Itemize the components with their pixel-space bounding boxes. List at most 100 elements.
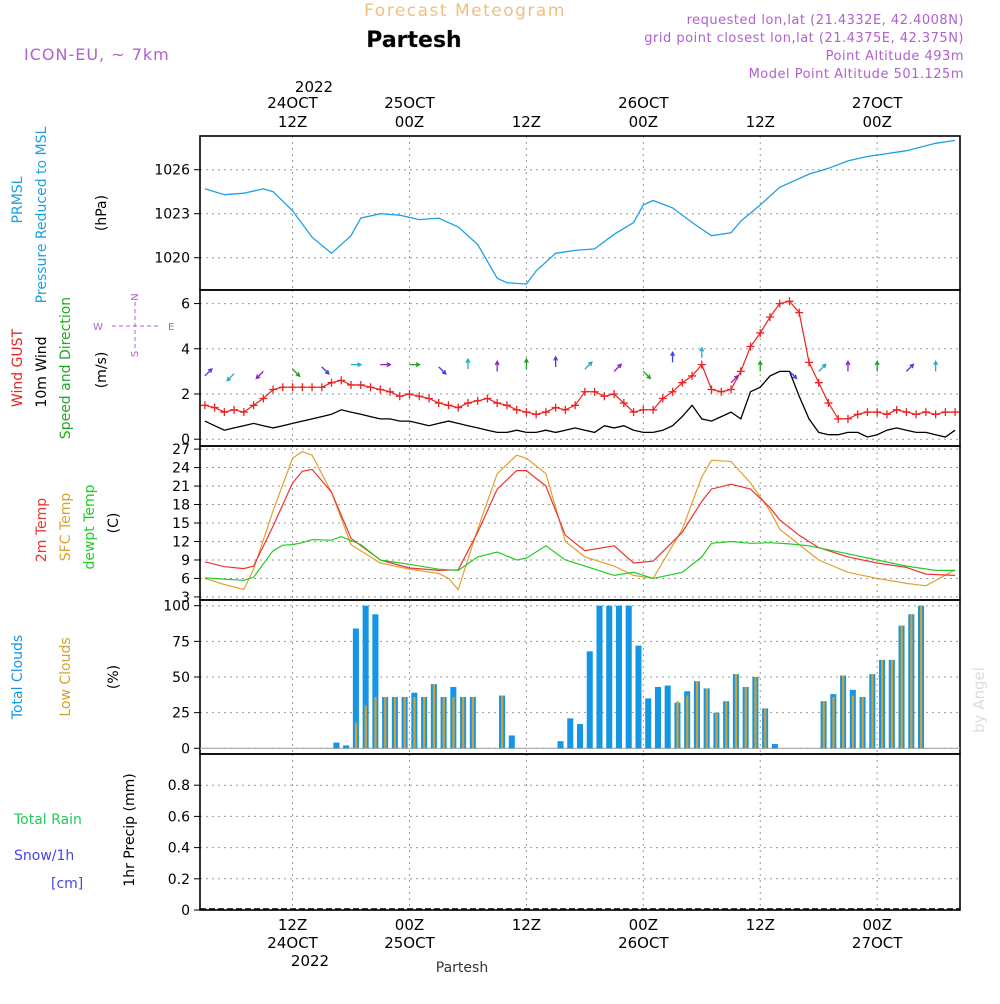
wind-arrow-head bbox=[821, 363, 827, 369]
wind-arrow bbox=[255, 370, 264, 379]
y-tick-label: 0.4 bbox=[168, 841, 190, 857]
top-date-label: 26OCT bbox=[618, 94, 669, 112]
total-cloud-bar bbox=[635, 645, 642, 749]
gust-marker bbox=[775, 299, 784, 308]
low-cloud-bar bbox=[452, 696, 455, 749]
gust-marker bbox=[804, 358, 813, 367]
wind-arrow-head bbox=[386, 362, 392, 368]
total-cloud-bar bbox=[654, 686, 661, 749]
wind-arrow-head bbox=[670, 350, 676, 357]
prmsl-label: PRMSL bbox=[10, 176, 26, 223]
bottom-hour-label: 00Z bbox=[395, 916, 424, 934]
gust-marker bbox=[561, 405, 570, 414]
precip-unit: 1hr Precip (mm) bbox=[122, 773, 138, 886]
gust-marker bbox=[434, 399, 443, 408]
top-hour-label: 00Z bbox=[629, 113, 658, 131]
top-hour-label: 00Z bbox=[862, 113, 891, 131]
y-tick-label: 100 bbox=[163, 599, 190, 615]
watermark: by Angel bbox=[970, 667, 988, 733]
wind-arrow-head bbox=[646, 374, 652, 380]
total-cloud-bar bbox=[362, 605, 369, 749]
low-cloud-bar bbox=[384, 696, 387, 749]
bottom-year-label: 2022 bbox=[291, 952, 329, 970]
bottom-date-label: 24OCT bbox=[267, 934, 318, 952]
top-hour-label: 12Z bbox=[278, 113, 307, 131]
gust-marker bbox=[795, 308, 804, 317]
low-cloud-bar bbox=[374, 696, 377, 749]
wind-arrow-head bbox=[494, 360, 500, 366]
y-tick-label: 0.6 bbox=[168, 809, 190, 825]
temp2m-line bbox=[204, 468, 956, 576]
gust-marker bbox=[717, 387, 726, 396]
low-cloud-bar bbox=[686, 695, 689, 749]
total-cloud-bar bbox=[576, 724, 584, 749]
wind-arrow bbox=[818, 363, 827, 372]
wind-arrow bbox=[292, 368, 301, 377]
gust-marker bbox=[658, 394, 667, 403]
wind-arrow bbox=[642, 370, 651, 379]
temp2m-label: 2m Temp bbox=[34, 498, 50, 562]
gust-marker bbox=[405, 390, 414, 398]
top-date-label: 24OCT bbox=[267, 94, 318, 112]
gust-marker bbox=[395, 392, 404, 401]
gust-marker bbox=[473, 396, 482, 405]
bottom-hour-label: 12Z bbox=[746, 916, 775, 934]
gust-marker bbox=[347, 380, 356, 389]
y-tick-label: 18 bbox=[172, 498, 190, 514]
gust-marker bbox=[902, 408, 911, 417]
gust-marker bbox=[571, 401, 580, 410]
gust-marker bbox=[249, 401, 258, 410]
dewpt-label: dewpt Temp bbox=[82, 484, 98, 569]
gust-marker bbox=[619, 399, 628, 408]
total-cloud-bar bbox=[508, 735, 515, 749]
gust-marker bbox=[951, 408, 960, 417]
snow-unit-label: [cm] bbox=[51, 876, 83, 892]
gust-marker bbox=[288, 383, 297, 392]
y-tick-label: 9 bbox=[181, 553, 190, 569]
sfc-temp-line bbox=[204, 450, 956, 591]
y-tick-label: 3 bbox=[181, 590, 190, 606]
total-cloud-bar bbox=[372, 614, 379, 749]
gust-marker bbox=[639, 405, 648, 414]
y-tick-label: 25 bbox=[172, 706, 190, 722]
model-altitude: Model Point Altitude 501.125m bbox=[749, 67, 964, 82]
rain-label: Total Rain bbox=[13, 812, 82, 828]
wind-dir-label: Speed and Direction bbox=[58, 297, 74, 439]
gust-marker bbox=[873, 408, 882, 417]
gust-marker bbox=[415, 392, 424, 401]
gust-marker bbox=[259, 394, 268, 403]
gust-marker bbox=[629, 408, 638, 417]
y-tick-label: 6 bbox=[181, 571, 190, 587]
y-tick-label: 24 bbox=[172, 461, 190, 477]
compass-north: N bbox=[130, 293, 141, 300]
y-tick-label: 1020 bbox=[154, 251, 190, 267]
wind-arrow bbox=[204, 368, 213, 377]
bottom-hour-label: 12Z bbox=[278, 916, 307, 934]
wind-arrow bbox=[321, 366, 330, 375]
gust-marker bbox=[668, 387, 677, 396]
y-tick-label: 0 bbox=[181, 903, 190, 919]
snow-label: Snow/1h bbox=[14, 848, 74, 864]
gust-marker bbox=[931, 410, 940, 419]
requested-coords: requested lon,lat (21.4332E, 42.4008N) bbox=[687, 13, 964, 28]
low-cloud-bar bbox=[715, 712, 718, 749]
gust-marker bbox=[386, 387, 394, 396]
top-date-label: 27OCT bbox=[852, 94, 903, 112]
y-tick-label: 50 bbox=[172, 670, 190, 686]
panel-frame bbox=[199, 289, 961, 447]
gust-marker bbox=[580, 387, 589, 396]
low-cloud-bar bbox=[442, 696, 445, 749]
gust-marker bbox=[239, 408, 248, 417]
gust-marker bbox=[551, 403, 560, 412]
wind-arrow-head bbox=[415, 362, 421, 368]
wind-arrow-head bbox=[553, 355, 559, 361]
total-cloud-bar bbox=[352, 628, 359, 749]
y-tick-label: 27 bbox=[172, 442, 190, 458]
top-hour-label: 00Z bbox=[395, 113, 424, 131]
low-cloud-bar bbox=[842, 675, 845, 749]
pressure-line bbox=[204, 139, 956, 285]
total-cloud-bar bbox=[606, 605, 613, 749]
